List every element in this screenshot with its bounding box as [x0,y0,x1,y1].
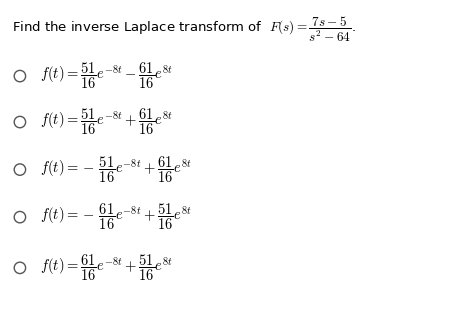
Text: $f(t) = \dfrac{61}{16}e^{-8t} + \dfrac{51}{16}e^{8t}$: $f(t) = \dfrac{61}{16}e^{-8t} + \dfrac{5… [40,253,173,283]
Text: $f(t) = -\, \dfrac{51}{16}e^{-8t} + \dfrac{61}{16}e^{8t}$: $f(t) = -\, \dfrac{51}{16}e^{-8t} + \dfr… [40,154,192,185]
Text: $f(t) = \dfrac{51}{16}e^{-8t} - \dfrac{61}{16}e^{8t}$: $f(t) = \dfrac{51}{16}e^{-8t} - \dfrac{6… [40,61,173,91]
Text: $f(t) = -\, \dfrac{61}{16}e^{-8t} + \dfrac{51}{16}e^{8t}$: $f(t) = -\, \dfrac{61}{16}e^{-8t} + \dfr… [40,202,192,232]
Text: Find the inverse Laplace transform of  $F(s) = \dfrac{7s-5}{s^2-64}$.: Find the inverse Laplace transform of $F… [12,14,356,44]
Text: $f(t) = \dfrac{51}{16}e^{-8t} + \dfrac{61}{16}e^{8t}$: $f(t) = \dfrac{51}{16}e^{-8t} + \dfrac{6… [40,107,173,137]
